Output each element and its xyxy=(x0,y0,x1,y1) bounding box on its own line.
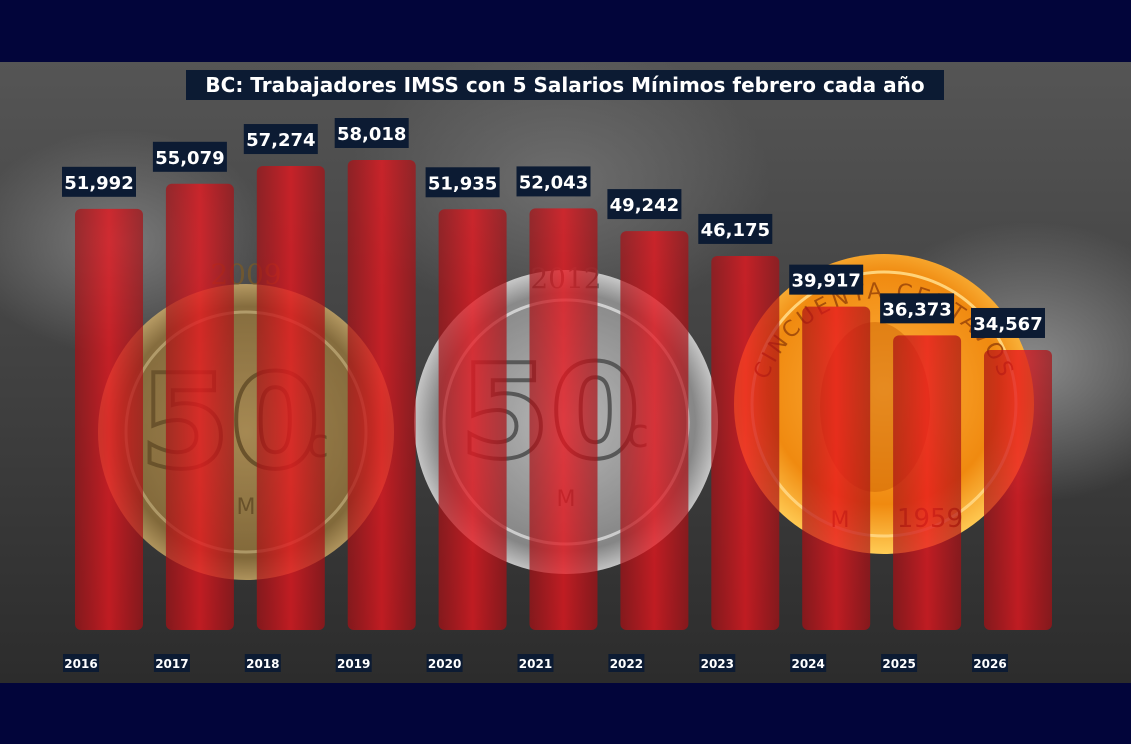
chart-stage: 2009 50 c M 2012 50 c M CINCUENTA CENTAV… xyxy=(0,62,1131,683)
x-tick-text: 2017 xyxy=(155,657,188,671)
bottom-frame-band xyxy=(0,683,1131,744)
value-label-text: 52,043 xyxy=(519,172,588,193)
coin-2009-mint: M xyxy=(237,495,256,520)
value-label-bg xyxy=(516,166,591,197)
bar-chart: 2009 50 c M 2012 50 c M CINCUENTA CENTAV… xyxy=(62,118,1052,672)
bar-2019 xyxy=(347,160,416,630)
x-tick-text: 2022 xyxy=(610,657,643,671)
x-tick-text: 2021 xyxy=(519,657,552,671)
value-label-bg xyxy=(334,118,409,148)
value-label-2020: 51,935 xyxy=(425,167,500,198)
bar-2016 xyxy=(75,208,143,630)
bar-2024 xyxy=(802,306,871,630)
value-label-2018: 57,274 xyxy=(243,124,318,155)
value-label-2023: 46,175 xyxy=(698,213,773,244)
x-tick-2022: 2022 xyxy=(608,654,645,672)
value-label-bg xyxy=(971,307,1045,338)
x-tick-2016: 2016 xyxy=(63,654,99,672)
x-tick-bg xyxy=(335,654,372,672)
value-label-text: 51,935 xyxy=(428,173,497,194)
bar-2021 xyxy=(529,208,598,630)
x-tick-text: 2018 xyxy=(246,657,279,671)
x-tick-text: 2023 xyxy=(701,657,734,671)
x-tick-text: 2026 xyxy=(973,657,1006,671)
value-label-text: 39,917 xyxy=(791,271,860,292)
x-tick-bg xyxy=(881,654,918,672)
x-tick-bg xyxy=(608,654,645,672)
x-tick-text: 2019 xyxy=(337,657,370,671)
x-tick-2019: 2019 xyxy=(335,654,372,672)
value-label-bg xyxy=(607,189,682,220)
value-label-bg xyxy=(789,264,864,295)
bars-group xyxy=(75,160,1052,630)
value-label-2017: 55,079 xyxy=(152,141,227,172)
chart-title: BC: Trabajadores IMSS con 5 Salarios Mín… xyxy=(186,70,944,100)
x-tick-bg xyxy=(790,654,827,672)
x-tick-2025: 2025 xyxy=(881,654,918,672)
x-tick-bg xyxy=(699,654,736,672)
x-tick-2026: 2026 xyxy=(972,654,1008,672)
x-tick-bg xyxy=(972,654,1008,672)
bar-2020 xyxy=(438,209,507,630)
x-tick-2021: 2021 xyxy=(517,654,554,672)
x-tick-2023: 2023 xyxy=(699,654,736,672)
value-label-text: 34,567 xyxy=(973,314,1042,335)
value-label-text: 55,079 xyxy=(155,148,224,169)
x-tick-2018: 2018 xyxy=(244,654,281,672)
x-axis-tick-labels: 2016 2017 2018 2019 2020 2021 2022 2023 2024 2025… xyxy=(63,654,1008,672)
x-tick-bg xyxy=(517,654,554,672)
value-label-2016: 51,992 xyxy=(62,166,136,197)
value-label-bg xyxy=(698,213,773,244)
value-label-2024: 39,917 xyxy=(789,264,864,295)
value-label-text: 51,992 xyxy=(64,173,133,194)
value-labels-group: 51,992 55,079 57,274 58,018 51,935 52,043 49,2… xyxy=(62,118,1045,338)
x-tick-bg xyxy=(244,654,281,672)
top-frame-band xyxy=(0,0,1131,62)
x-tick-text: 2016 xyxy=(64,657,97,671)
value-label-bg xyxy=(880,293,955,324)
bar-2025 xyxy=(893,335,962,630)
x-tick-text: 2020 xyxy=(428,657,461,671)
x-tick-2017: 2017 xyxy=(153,654,190,672)
x-tick-bg xyxy=(426,654,463,672)
value-label-text: 49,242 xyxy=(610,195,679,216)
x-tick-text: 2024 xyxy=(791,657,824,671)
value-label-2021: 52,043 xyxy=(516,166,591,197)
value-label-bg xyxy=(243,124,318,155)
value-label-bg xyxy=(152,141,227,172)
value-label-text: 36,373 xyxy=(882,299,951,320)
bar-2018 xyxy=(256,166,325,630)
value-label-2026: 34,567 xyxy=(971,307,1045,338)
value-label-bg xyxy=(425,167,500,198)
x-tick-text: 2025 xyxy=(882,657,915,671)
x-tick-2020: 2020 xyxy=(426,654,463,672)
value-label-bg xyxy=(62,166,136,197)
bar-2023 xyxy=(711,255,780,630)
x-tick-bg xyxy=(63,654,99,672)
bar-2017 xyxy=(165,183,234,630)
value-label-text: 57,274 xyxy=(246,130,315,151)
value-label-2025: 36,373 xyxy=(880,293,955,324)
bar-2022 xyxy=(620,231,689,630)
x-tick-2024: 2024 xyxy=(790,654,827,672)
value-label-2022: 49,242 xyxy=(607,189,682,220)
value-label-2019: 58,018 xyxy=(334,118,409,148)
value-label-text: 58,018 xyxy=(337,124,406,145)
x-tick-bg xyxy=(153,654,190,672)
bar-2026 xyxy=(984,349,1052,630)
value-label-text: 46,175 xyxy=(701,220,770,241)
